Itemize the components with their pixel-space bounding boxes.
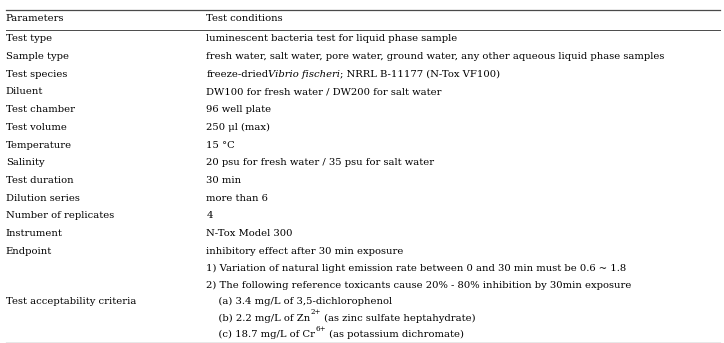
- Text: 4: 4: [206, 211, 213, 220]
- Text: Test duration: Test duration: [6, 176, 73, 185]
- Text: 2+: 2+: [311, 308, 321, 316]
- Text: 20 psu for fresh water / 35 psu for salt water: 20 psu for fresh water / 35 psu for salt…: [206, 158, 434, 167]
- Text: more than 6: more than 6: [206, 194, 268, 203]
- Text: Instrument: Instrument: [6, 229, 63, 238]
- Text: luminescent bacteria test for liquid phase sample: luminescent bacteria test for liquid pha…: [206, 34, 458, 44]
- Text: inhibitory effect after 30 min exposure: inhibitory effect after 30 min exposure: [206, 247, 404, 256]
- Text: Test volume: Test volume: [6, 123, 67, 132]
- Text: ; NRRL B-11177 (N-Tox VF100): ; NRRL B-11177 (N-Tox VF100): [340, 70, 500, 79]
- Text: 6+: 6+: [316, 325, 326, 333]
- Text: (as zinc sulfate heptahydrate): (as zinc sulfate heptahydrate): [321, 314, 476, 323]
- Text: 2) The following reference toxicants cause 20% - 80% inhibition by 30min exposur: 2) The following reference toxicants cau…: [206, 281, 632, 289]
- Text: N-Tox Model 300: N-Tox Model 300: [206, 229, 292, 238]
- Text: Number of replicates: Number of replicates: [6, 211, 114, 220]
- Text: Parameters: Parameters: [6, 14, 64, 23]
- Text: Test acceptability criteria: Test acceptability criteria: [6, 297, 136, 306]
- Text: (c) 18.7 mg/L of Cr: (c) 18.7 mg/L of Cr: [206, 330, 316, 339]
- Text: (a) 3.4 mg/L of 3,5-dichlorophenol: (a) 3.4 mg/L of 3,5-dichlorophenol: [206, 297, 392, 306]
- Text: Test chamber: Test chamber: [6, 105, 75, 114]
- Text: Test conditions: Test conditions: [206, 14, 283, 23]
- Text: Test species: Test species: [6, 70, 67, 79]
- Text: Endpoint: Endpoint: [6, 247, 52, 256]
- Text: DW100 for fresh water / DW200 for salt water: DW100 for fresh water / DW200 for salt w…: [206, 87, 442, 96]
- Text: Temperature: Temperature: [6, 141, 72, 150]
- Text: 250 μl (max): 250 μl (max): [206, 123, 270, 132]
- Text: freeze-dried: freeze-dried: [206, 70, 269, 79]
- Text: 30 min: 30 min: [206, 176, 242, 185]
- Text: Vibrio fischeri: Vibrio fischeri: [269, 70, 340, 79]
- Text: Sample type: Sample type: [6, 52, 69, 61]
- Text: Salinity: Salinity: [6, 158, 44, 167]
- Text: 1) Variation of natural light emission rate between 0 and 30 min must be 0.6 ~ 1: 1) Variation of natural light emission r…: [206, 264, 626, 273]
- Text: Dilution series: Dilution series: [6, 194, 80, 203]
- Text: 96 well plate: 96 well plate: [206, 105, 272, 114]
- Text: Diluent: Diluent: [6, 87, 43, 96]
- Text: 15 °C: 15 °C: [206, 141, 235, 150]
- Text: fresh water, salt water, pore water, ground water, any other aqueous liquid phas: fresh water, salt water, pore water, gro…: [206, 52, 665, 61]
- Text: (as potassium dichromate): (as potassium dichromate): [326, 330, 464, 339]
- Text: (b) 2.2 mg/L of Zn: (b) 2.2 mg/L of Zn: [206, 314, 311, 323]
- Text: Test type: Test type: [6, 34, 52, 44]
